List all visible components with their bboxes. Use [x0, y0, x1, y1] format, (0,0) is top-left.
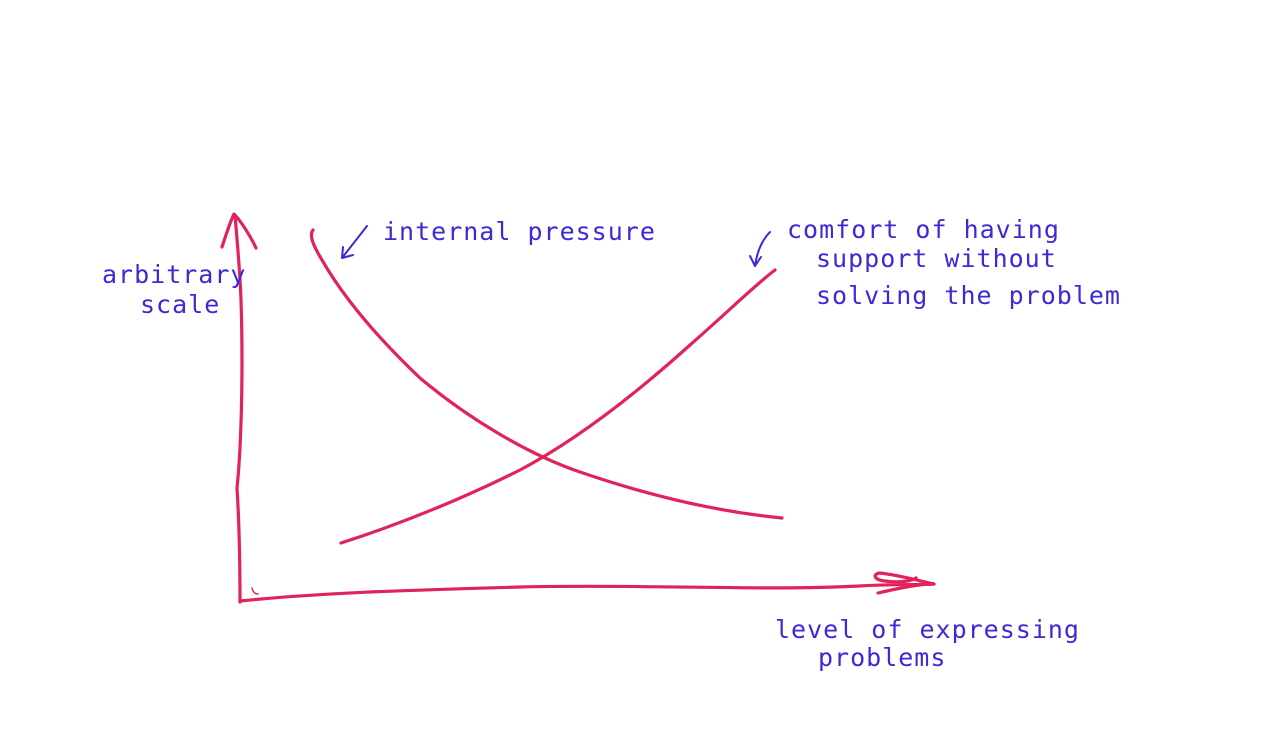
y-axis-label-line1: arbitrary: [102, 260, 246, 289]
y-axis-label-line2: scale: [140, 290, 220, 319]
x-axis: [238, 582, 936, 603]
comfort-label-line1: comfort of having: [787, 215, 1060, 244]
internal-pressure-label: internal pressure: [383, 217, 656, 246]
internal-pressure-curve: [309, 228, 784, 520]
comfort-label-line3: solving the problem: [816, 281, 1121, 310]
y-axis: [233, 213, 244, 604]
comfort-curve: [339, 268, 777, 545]
y-axis-arrowhead: [220, 212, 258, 250]
comfort-label-line2: support without: [816, 244, 1057, 273]
x-axis-label-line2: problems: [818, 643, 946, 672]
comfort-pointer-arrow: [749, 231, 771, 267]
x-axis-label-line1: level of expressing: [775, 615, 1080, 644]
x-axis-arrowhead: [873, 571, 936, 595]
internal-pressure-pointer-arrow: [341, 225, 368, 259]
origin-tick: [251, 587, 259, 595]
